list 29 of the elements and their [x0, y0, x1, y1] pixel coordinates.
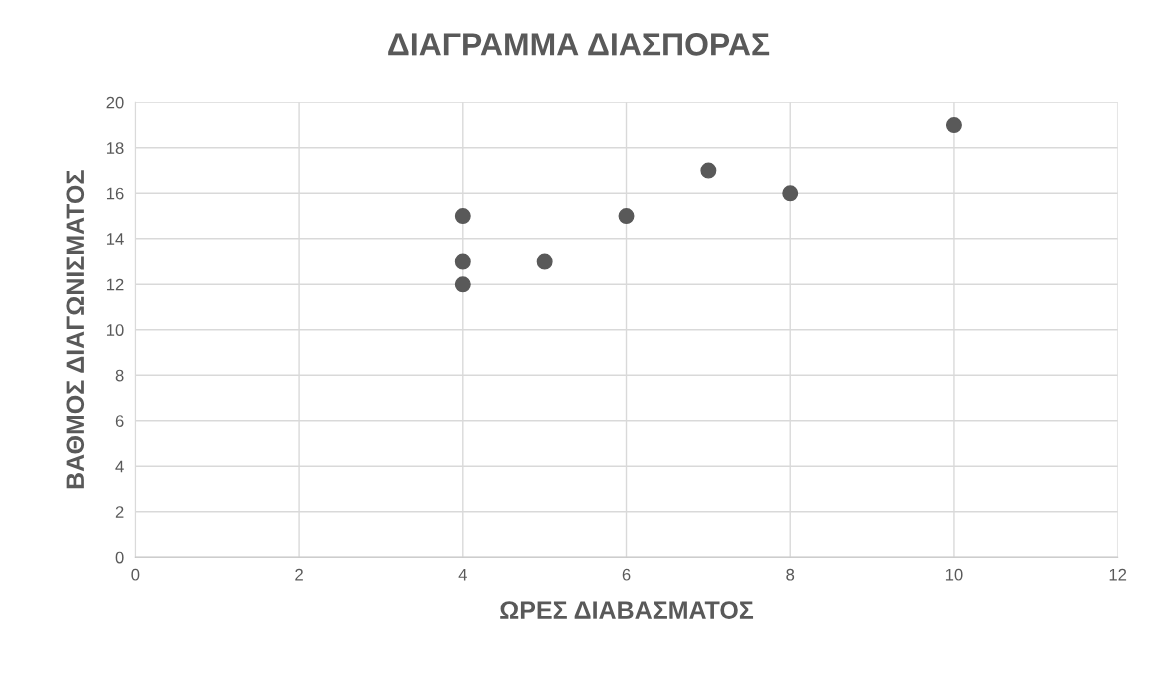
point [454, 253, 471, 270]
y-tick-label: 18 [106, 142, 124, 154]
point [454, 276, 471, 293]
y-tick-label: 2 [115, 506, 124, 518]
x-tick-label: 10 [945, 568, 963, 581]
x-tick-label: 0 [131, 568, 140, 581]
x-axis-title: ΩΡΕΣ ΔΙΑΒΑΣΜΑΤΟΣ [500, 601, 754, 619]
y-tick-label: 10 [106, 324, 124, 336]
point [536, 253, 553, 270]
x-tick-label: 8 [786, 568, 795, 581]
y-tick-label: 14 [106, 233, 124, 245]
x-tick-label: 6 [622, 568, 631, 581]
x-tick-label: 4 [458, 568, 467, 581]
point [945, 117, 962, 134]
y-tick-label: 6 [115, 415, 124, 427]
point [782, 185, 799, 202]
y-axis-title: ΒΑΘΜΟΣ ΔΙΑΓΩΝΙΣΜΑΤΟΣ [66, 170, 85, 489]
y-tick-label: 4 [115, 460, 124, 473]
y-tick-label: 16 [106, 187, 124, 200]
x-tick-label: 12 [1109, 568, 1127, 581]
point [618, 208, 635, 225]
y-tick-label: 12 [106, 278, 124, 291]
chart-title: ΔΙΑΓΡΑΜΜΑ ΔΙΑΣΠΟΡΑΣ [388, 33, 770, 56]
point [700, 162, 717, 179]
y-tick-label: 8 [115, 369, 124, 382]
x-tick-label: 2 [295, 568, 303, 581]
y-tick-label: 20 [106, 96, 124, 109]
point [454, 208, 471, 225]
y-tick-label: 0 [115, 551, 124, 564]
